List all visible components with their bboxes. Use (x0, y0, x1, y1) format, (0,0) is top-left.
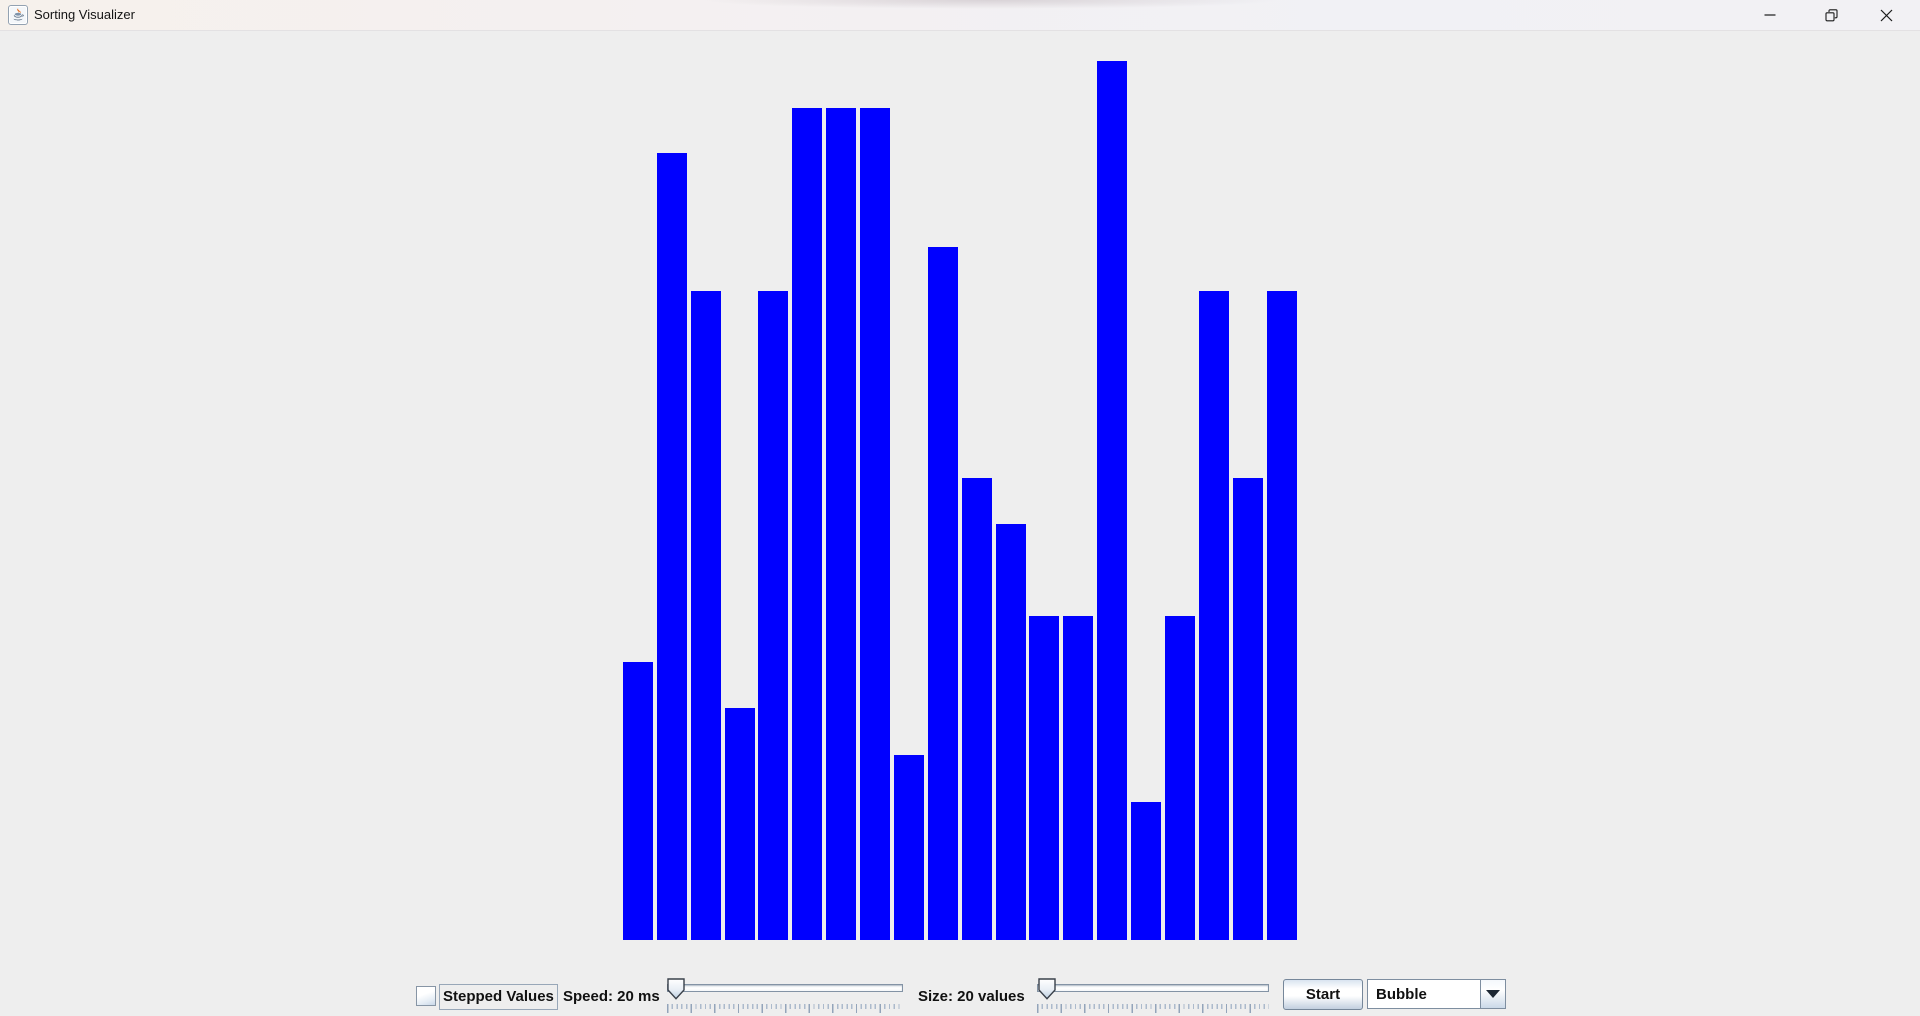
restore-icon (1824, 8, 1838, 21)
maximize-restore-button[interactable] (1808, 0, 1854, 30)
sort-bar (928, 247, 958, 940)
algorithm-dropdown-value[interactable]: Bubble (1376, 985, 1427, 1003)
speed-slider[interactable] (667, 978, 903, 1014)
algorithm-dropdown[interactable]: Bubble (1367, 979, 1506, 1009)
sort-bar (657, 153, 687, 940)
minimize-button[interactable] (1747, 0, 1793, 30)
speed-slider-ticks (667, 1004, 903, 1013)
sort-bar (1063, 616, 1093, 940)
size-slider-thumb[interactable] (1038, 978, 1056, 1000)
sort-bar (962, 478, 992, 940)
sort-bar (826, 108, 856, 940)
stepped-values-label[interactable]: Stepped Values (439, 984, 558, 1010)
window-shadow-artifact (640, 0, 1340, 12)
close-icon (1880, 9, 1892, 21)
sort-bar (996, 524, 1026, 940)
speed-slider-thumb[interactable] (667, 978, 685, 1000)
titlebar: Sorting Visualizer (0, 0, 1920, 31)
chevron-down-icon (1486, 990, 1500, 998)
start-button[interactable]: Start (1283, 979, 1363, 1010)
size-slider[interactable] (1037, 978, 1269, 1014)
size-slider-ticks (1037, 1004, 1269, 1013)
window-title: Sorting Visualizer (34, 7, 135, 22)
sort-bar (1131, 802, 1161, 940)
sort-bar (758, 291, 788, 940)
sort-bar (894, 755, 924, 940)
sort-bar (1097, 61, 1127, 940)
sort-bar (860, 108, 890, 940)
sort-bar (1233, 478, 1263, 940)
java-app-icon (8, 5, 28, 25)
minimize-icon (1764, 14, 1776, 16)
sort-bar (623, 662, 653, 940)
close-button[interactable] (1863, 0, 1909, 30)
stepped-values-checkbox[interactable] (416, 986, 436, 1006)
sort-bar (1029, 616, 1059, 940)
sort-bar (1165, 616, 1195, 940)
sort-bar (691, 291, 721, 940)
sort-bar (792, 108, 822, 940)
size-slider-track[interactable] (1037, 984, 1269, 992)
sort-bar (1199, 291, 1229, 940)
speed-slider-track[interactable] (667, 984, 903, 992)
size-label: Size: 20 values (918, 988, 1025, 1005)
sort-bar (1267, 291, 1297, 940)
visualization-canvas (623, 61, 1298, 940)
dropdown-arrow-button[interactable] (1480, 980, 1505, 1008)
speed-label: Speed: 20 ms (563, 988, 660, 1005)
sort-bar (725, 708, 755, 940)
